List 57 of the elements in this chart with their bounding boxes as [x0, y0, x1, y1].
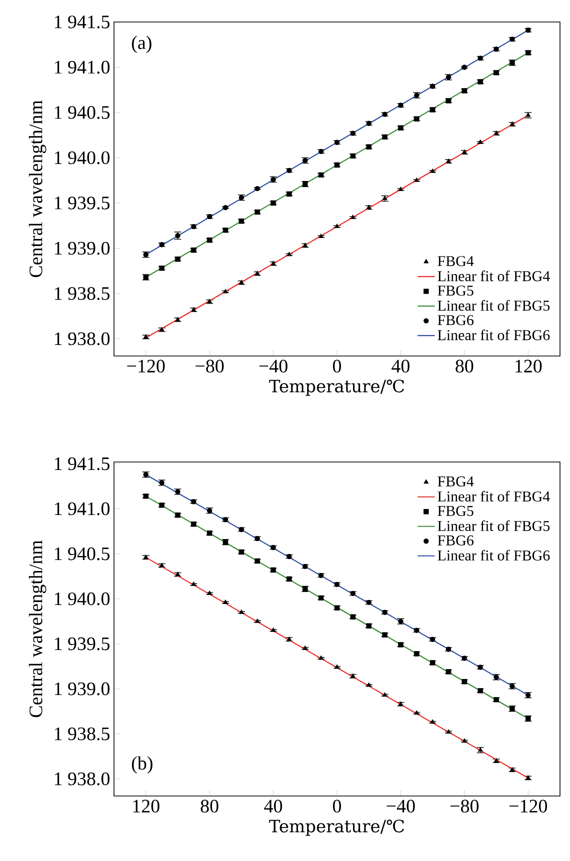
y-tick-label: 1 941.5: [54, 16, 110, 28]
x-tick-label: 120: [133, 800, 160, 813]
legend-label: Linear fit of FBG4: [438, 490, 550, 502]
point: [478, 664, 483, 670]
x-tick-label: −120: [509, 800, 548, 813]
y-tick-label: 1 938.0: [54, 332, 110, 346]
y-tick-label: 1 938.5: [54, 287, 110, 300]
x-tick-label: 0: [332, 800, 342, 813]
legend-label: Linear fit of FBG5: [438, 300, 550, 311]
x-tick-label: −80: [196, 360, 224, 373]
y-tick-label: 1 939.0: [54, 682, 110, 696]
legend-label: FBG5: [438, 286, 474, 296]
y-tick-label: 1 938.0: [54, 772, 110, 786]
point: [462, 64, 468, 70]
x-tick-label: −120: [127, 360, 165, 373]
y-axis-title: Central wavelength/nm: [28, 100, 46, 278]
legend-label: Linear fit of FBG5: [438, 520, 550, 532]
x-tick-label: −40: [259, 360, 288, 373]
point: [478, 56, 483, 61]
x-tick-label: 80: [456, 360, 474, 373]
y-tick-label: 1 941.0: [54, 502, 110, 516]
legend-label: FBG6: [438, 535, 474, 546]
x-axis-title: Temperature/℃: [269, 820, 404, 836]
y-tick-label: 1 938.5: [54, 727, 110, 740]
x-tick-label: 40: [264, 800, 282, 813]
y-tick-label: 1 941.5: [54, 457, 110, 470]
point: [414, 651, 420, 656]
point: [478, 79, 483, 84]
y-tick-label: 1 939.5: [54, 196, 110, 210]
y-tick-label: 1 940.5: [54, 106, 110, 119]
x-axis-title: Temperature/℃: [269, 380, 404, 396]
legend-label: Linear fit of FBG4: [438, 270, 550, 282]
point: [414, 116, 420, 122]
annotation: (b): [132, 756, 152, 774]
x-tick-label: −80: [450, 800, 479, 813]
legend-label: Linear fit of FBG6: [438, 550, 550, 561]
legend-label: FBG6: [438, 315, 474, 326]
annotation: (a): [132, 36, 152, 53]
y-tick-label: 1 940.0: [54, 592, 110, 606]
x-tick-label: 40: [392, 360, 410, 373]
y-tick-label: 1 941.0: [54, 60, 110, 74]
y-tick-label: 1 939.5: [54, 637, 110, 650]
legend-label: FBG5: [438, 506, 474, 516]
y-tick-label: 1 940.0: [54, 151, 110, 164]
point: [478, 688, 483, 694]
y-axis-title: Central wavelength/nm: [28, 540, 46, 718]
point: [414, 628, 420, 633]
x-tick-label: 80: [200, 800, 218, 813]
x-tick-label: 0: [332, 360, 342, 373]
y-tick-label: 1 940.5: [54, 547, 110, 560]
legend-label: FBG4: [438, 256, 474, 266]
x-tick-label: −40: [386, 800, 415, 813]
y-tick-label: 1 939.0: [54, 242, 110, 255]
legend-label: FBG4: [438, 476, 474, 486]
point: [366, 623, 372, 628]
x-tick-label: 120: [516, 360, 542, 373]
legend-label: Linear fit of FBG6: [438, 330, 550, 340]
